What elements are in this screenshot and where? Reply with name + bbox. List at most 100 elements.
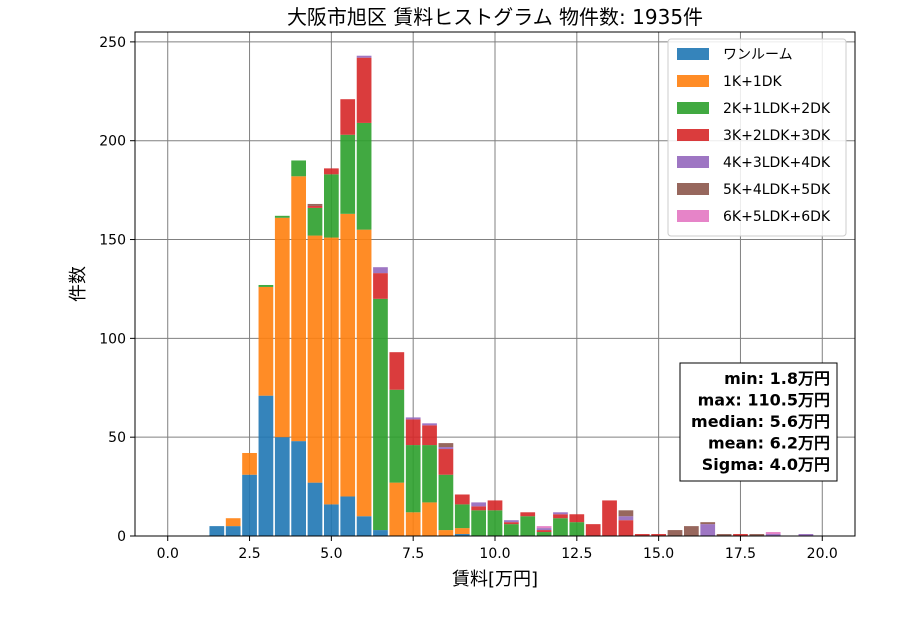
bar-segment — [258, 395, 274, 536]
x-tick-label: 15.0 — [643, 546, 674, 562]
bar-segment — [324, 174, 339, 238]
x-tick-label: 7.5 — [402, 546, 424, 562]
bar-segment — [405, 419, 421, 446]
legend-swatch — [677, 183, 709, 195]
bar-segment — [454, 528, 470, 535]
bar-segment — [487, 500, 503, 511]
bar-segment — [536, 526, 552, 529]
bar-segment — [307, 205, 323, 208]
bar-segment — [667, 530, 683, 536]
legend-swatch — [677, 210, 709, 222]
bar-segment — [291, 441, 306, 536]
y-tick-label: 100 — [99, 331, 126, 347]
stats-box: min: 1.8万円 max: 110.5万円 median: 5.6万円 mean:… — [679, 362, 838, 482]
bar-segment — [700, 522, 716, 525]
legend-label: 3K+2LDK+3DK — [723, 128, 831, 144]
bar-segment — [700, 524, 716, 536]
bar-segment — [454, 494, 470, 505]
bar-segment — [585, 524, 601, 536]
bar-segment — [487, 510, 503, 536]
bar-segment — [749, 534, 765, 536]
bar-segment — [536, 532, 552, 536]
bar-segment — [536, 528, 552, 531]
bar-segment — [373, 273, 388, 299]
bar-segment — [422, 423, 437, 426]
legend: ワンルーム 1K+1DK 2K+1LDK+2DK 3K+2LDK+3DK 4K+3LDK… — [667, 38, 847, 237]
legend-label: 4K+3LDK+4DK — [723, 155, 831, 171]
y-axis-label: 件数 — [68, 266, 89, 302]
bar-segment — [569, 514, 585, 523]
bar-segment — [471, 506, 486, 511]
bar-segment — [651, 534, 666, 536]
bar-segment — [634, 534, 650, 536]
bar-segment — [438, 530, 454, 536]
bar-segment — [373, 298, 388, 531]
bar-segment — [520, 512, 536, 517]
y-tick-label: 0 — [117, 529, 126, 545]
bar-segment — [684, 526, 699, 536]
bar-segment — [454, 504, 470, 529]
bar-segment — [274, 217, 290, 438]
bar-segment — [324, 168, 339, 175]
bar-segment — [438, 449, 454, 475]
bar-segment — [291, 176, 306, 442]
bar-segment — [389, 389, 405, 483]
legend-swatch — [677, 156, 709, 168]
bar-segment — [340, 213, 356, 497]
bar-segment — [553, 512, 568, 515]
bar-segment — [618, 516, 634, 521]
x-tick-label: 10.0 — [479, 546, 510, 562]
bar-segment — [618, 520, 634, 536]
x-tick-label: 0.0 — [157, 546, 179, 562]
legend-label: 1K+1DK — [723, 74, 783, 90]
bar-segment — [242, 452, 257, 475]
legend-label: ワンルーム — [723, 47, 793, 63]
bar-segment — [242, 474, 257, 536]
x-tick-label: 2.5 — [238, 546, 260, 562]
bar-segment — [258, 286, 274, 396]
bar-segment — [504, 520, 519, 523]
bar-segment — [602, 500, 617, 536]
bar-segment — [324, 237, 339, 505]
bar-segment — [536, 530, 552, 533]
bar-segment — [733, 534, 748, 536]
bar-segment — [340, 99, 356, 135]
stats-line: min: 1.8万円 — [724, 369, 830, 388]
bar-segment — [274, 215, 290, 218]
bar-segment — [307, 482, 323, 536]
bar-segment — [340, 134, 356, 214]
bar-segment — [340, 496, 356, 536]
bar-segment — [422, 445, 437, 503]
bar-segment — [258, 284, 274, 287]
bar-segment — [405, 512, 421, 536]
histogram-bars — [209, 55, 814, 536]
stats-frame — [679, 362, 838, 482]
bar-segment — [405, 445, 421, 513]
stats-line: mean: 6.2万円 — [708, 434, 830, 453]
bar-segment — [405, 417, 421, 420]
bar-segment — [765, 532, 781, 535]
bar-segment — [716, 534, 732, 536]
legend-label: 2K+1LDK+2DK — [723, 101, 831, 117]
bar-segment — [307, 207, 323, 236]
legend-swatch — [677, 129, 709, 141]
bar-segment — [569, 522, 585, 536]
x-tick-label: 17.5 — [725, 546, 756, 562]
bar-segment — [389, 352, 405, 390]
stats-line: median: 5.6万円 — [691, 412, 830, 431]
bar-segment — [324, 504, 339, 536]
bar-segment — [373, 530, 388, 536]
bar-segment — [209, 526, 225, 536]
bar-segment — [422, 425, 437, 446]
bar-segment — [373, 267, 388, 274]
legend-label: 5K+4LDK+5DK — [723, 182, 831, 198]
bar-segment — [765, 534, 781, 536]
bar-segment — [356, 516, 372, 536]
x-tick-label: 20.0 — [807, 546, 838, 562]
bar-segment — [618, 510, 634, 517]
bar-segment — [798, 534, 814, 536]
bar-segment — [454, 534, 470, 536]
legend-swatch — [677, 75, 709, 87]
bar-segment — [356, 55, 372, 58]
